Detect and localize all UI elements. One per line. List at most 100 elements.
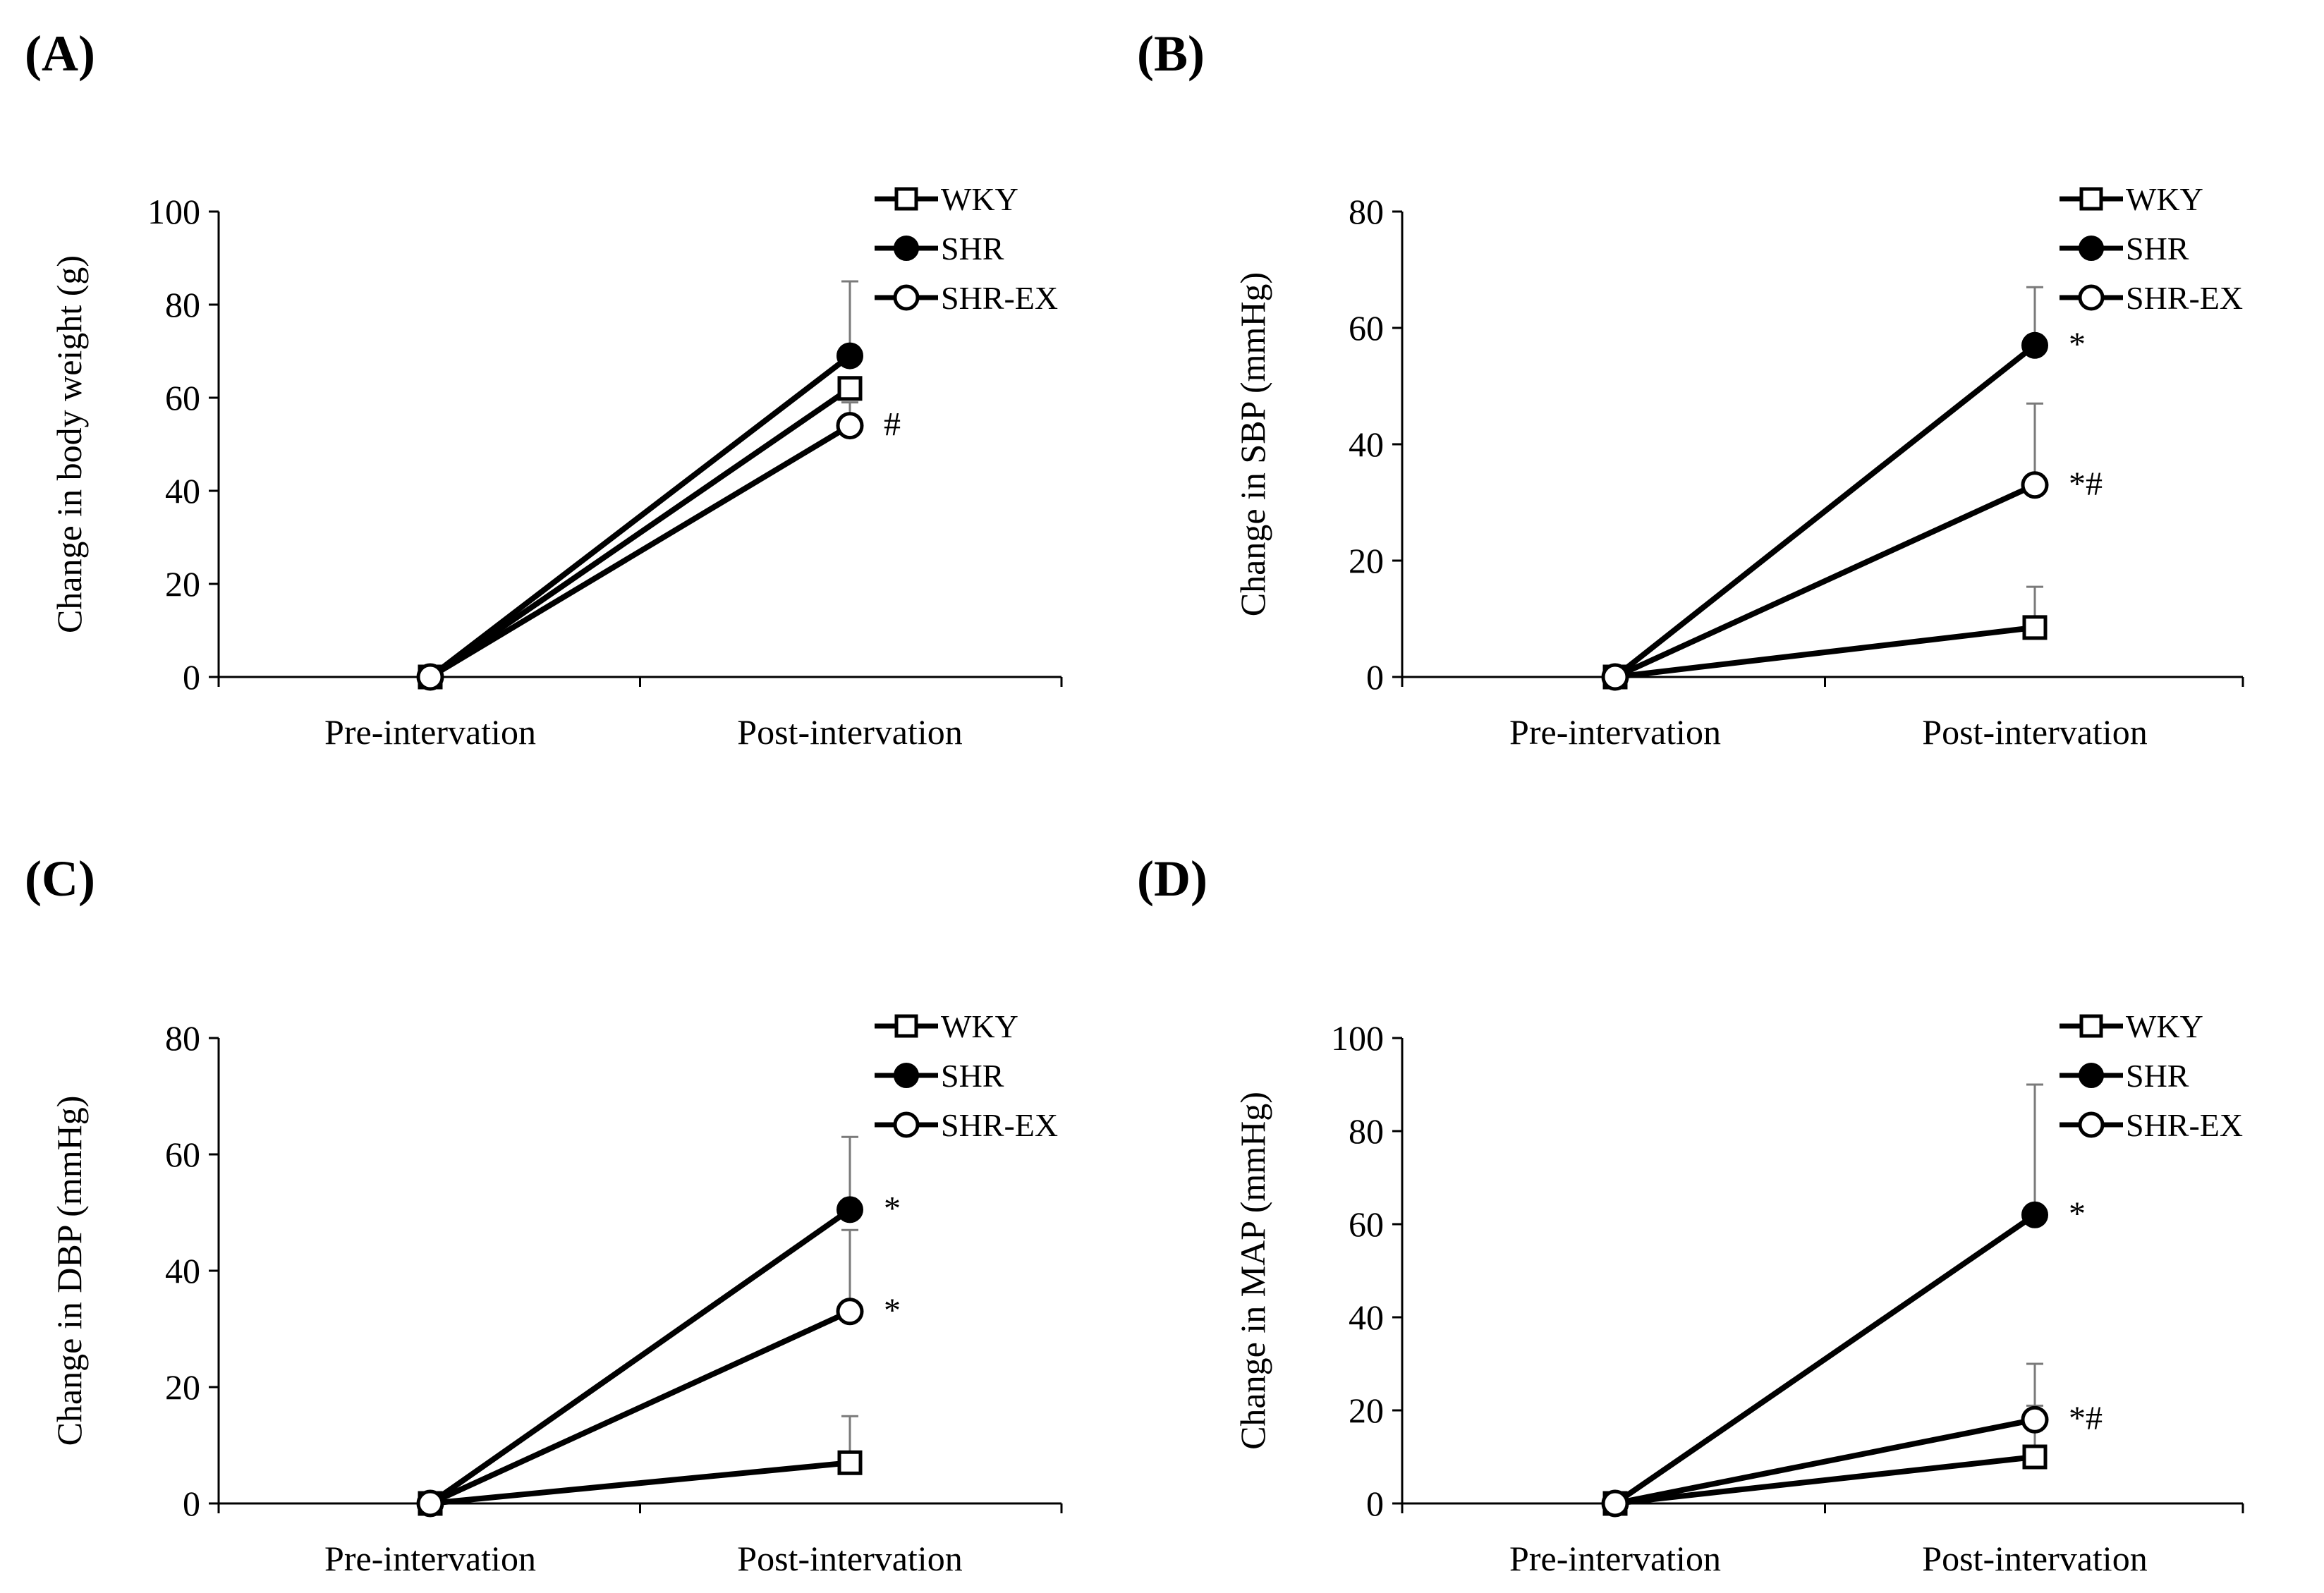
panel-label: (A) <box>25 25 95 82</box>
chart-panel-a: (A) 0 20 40 60 80 100 Pre-intervation Post-inter… <box>25 25 1063 752</box>
x-tick-label: Pre-intervation <box>1509 1539 1721 1578</box>
x-tick-label: Post-intervation <box>1922 1539 2147 1578</box>
significance-marker: # <box>884 406 901 444</box>
legend-label: SHR <box>941 1058 1004 1094</box>
legend-marker-wky <box>2079 1014 2103 1038</box>
y-tick-label: 80 <box>1349 192 1384 231</box>
point-shr-ex <box>836 412 864 440</box>
point-shr-ex <box>2021 471 2049 499</box>
series-line-shr <box>1613 343 2037 680</box>
y-tick-label: 20 <box>1349 1391 1384 1430</box>
point-shr <box>2021 1201 2048 1228</box>
x-tick-label: Post-intervation <box>737 1539 962 1578</box>
legend-marker-shr-ex <box>893 284 920 311</box>
legend-marker-shr-ex <box>2078 284 2105 311</box>
x-tick-label: Pre-intervation <box>324 1539 536 1578</box>
legend-entry-shr-ex: SHR-EX <box>2060 280 2243 316</box>
legend-label: SHR-EX <box>941 1107 1058 1143</box>
series-line-shr <box>1613 1212 2037 1506</box>
y-tick-label: 60 <box>165 1135 200 1174</box>
y-axis-title: Change in MAP (mmHg) <box>1233 1092 1272 1450</box>
y-tick-label: 20 <box>1349 541 1384 580</box>
x-tick-label: Post-intervation <box>737 712 962 752</box>
legend-entry-shr: SHR <box>875 1058 1004 1094</box>
legend-label: SHR-EX <box>2126 280 2243 316</box>
point-shr-ex <box>1601 1489 1629 1518</box>
significance-marker: * <box>2069 1195 2086 1233</box>
legend-marker-shr-ex <box>893 1111 920 1138</box>
point-wky <box>837 376 863 401</box>
point-wky <box>2022 1444 2048 1470</box>
y-tick-label: 20 <box>165 1367 200 1407</box>
y-tick-label: 40 <box>165 1251 200 1290</box>
legend-label: SHR <box>2126 231 2189 267</box>
point-shr-ex <box>836 1298 864 1326</box>
legend-entry-shr: SHR <box>875 231 1004 267</box>
legend-label: WKY <box>941 1008 1018 1044</box>
series-line-wky <box>1614 624 2036 680</box>
y-tick-label: 0 <box>183 1484 200 1523</box>
legend-marker-shr <box>894 1063 919 1088</box>
point-shr-ex <box>416 663 444 691</box>
legend-marker-shr <box>2079 1063 2104 1088</box>
legend-label: SHR-EX <box>2126 1107 2243 1143</box>
legend-entry-shr: SHR <box>2060 231 2189 267</box>
point-shr-ex <box>416 1489 444 1518</box>
y-tick-label: 20 <box>165 564 200 604</box>
y-tick-label: 80 <box>165 285 200 324</box>
y-tick-label: 80 <box>1349 1111 1384 1151</box>
point-shr-ex <box>1601 663 1629 691</box>
legend-marker-wky <box>894 187 918 211</box>
series-line-wky <box>428 386 852 680</box>
legend-label: WKY <box>2126 1008 2203 1044</box>
x-tick-label: Post-intervation <box>1922 712 2147 752</box>
series-line-shr-ex <box>1614 482 2036 680</box>
chart-panel-d: (D) 0 20 40 60 80 100 Pre-intervation Post-inter… <box>1137 850 2244 1578</box>
series-line-shr-ex <box>1614 1417 2036 1506</box>
series-line-shr-ex <box>428 423 852 680</box>
series-line-shr <box>428 1207 852 1506</box>
y-tick-label: 60 <box>165 378 200 417</box>
y-tick-label: 80 <box>165 1018 200 1058</box>
panel-label: (D) <box>1137 850 1207 907</box>
y-axis-title: Change in DBP (mmHg) <box>49 1096 89 1446</box>
point-wky <box>837 1450 863 1475</box>
y-tick-label: 100 <box>147 192 200 231</box>
legend-entry-shr-ex: SHR-EX <box>875 280 1058 316</box>
panel-label: (B) <box>1137 25 1205 82</box>
point-wky <box>2022 615 2048 640</box>
point-shr <box>836 342 863 370</box>
legend-label: WKY <box>2126 181 2203 217</box>
legend-entry-wky: WKY <box>2060 181 2203 217</box>
y-tick-label: 0 <box>183 657 200 697</box>
legend-marker-shr <box>894 236 919 261</box>
significance-marker: * <box>884 1190 901 1227</box>
legend-entry-shr-ex: SHR-EX <box>2060 1107 2243 1143</box>
legend-entry-shr: SHR <box>2060 1058 2189 1094</box>
chart-panel-c: (C) 0 20 40 60 80 Pre-intervation Post-intervat… <box>25 850 1063 1578</box>
point-shr <box>836 1196 863 1223</box>
panel-label: (C) <box>25 850 95 907</box>
legend-marker-wky <box>2079 187 2103 211</box>
y-tick-label: 100 <box>1331 1018 1384 1058</box>
y-axis-title: Change in SBP (mmHg) <box>1233 272 1272 616</box>
significance-marker: * <box>2069 326 2086 363</box>
legend-label: WKY <box>941 181 1018 217</box>
legend-label: SHR <box>2126 1058 2189 1094</box>
legend-marker-shr-ex <box>2078 1111 2105 1138</box>
y-tick-label: 40 <box>1349 1298 1384 1337</box>
y-tick-label: 0 <box>1366 657 1384 697</box>
series-line-shr-ex <box>429 1309 851 1506</box>
significance-marker: *# <box>2069 1400 2103 1437</box>
legend-marker-wky <box>894 1014 918 1038</box>
x-tick-label: Pre-intervation <box>324 712 536 752</box>
significance-marker: *# <box>2069 465 2103 503</box>
chart-panel-b: (B) 0 20 40 60 80 Pre-intervation Post-intervat… <box>1137 25 2244 752</box>
y-tick-label: 40 <box>165 471 200 511</box>
point-shr <box>2021 331 2048 359</box>
legend-label: SHR <box>941 231 1004 267</box>
series-line-wky <box>430 1460 851 1506</box>
point-shr-ex <box>2021 1405 2049 1434</box>
legend-label: SHR-EX <box>941 280 1058 316</box>
